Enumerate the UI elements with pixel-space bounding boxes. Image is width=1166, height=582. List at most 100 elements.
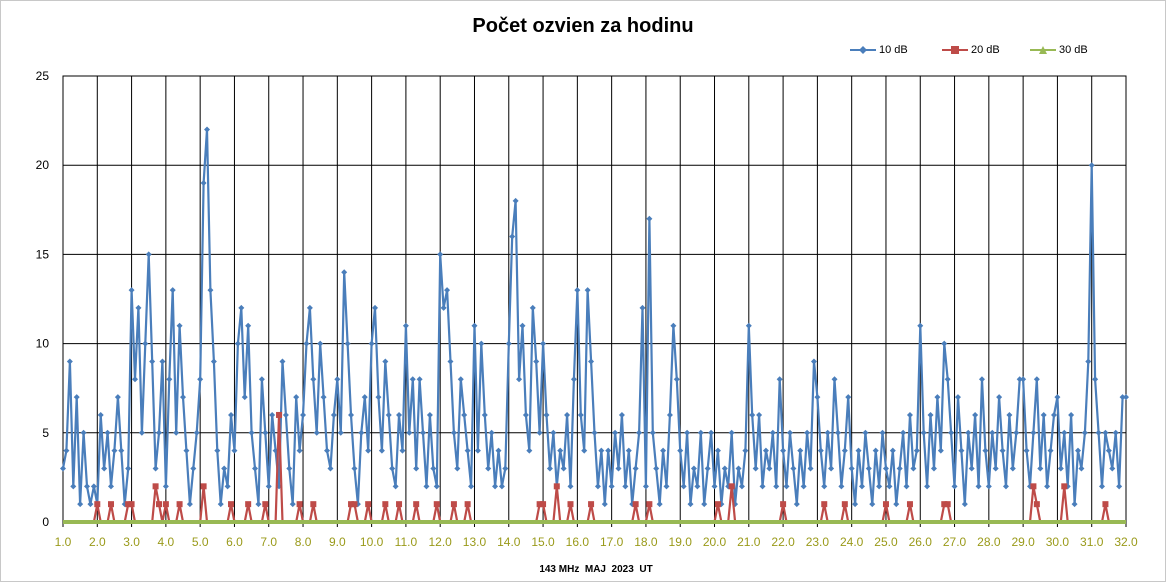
data-point-10db xyxy=(690,465,697,472)
data-point-10db xyxy=(1078,465,1085,472)
data-point-10db xyxy=(560,465,567,472)
x-tick-label: 20.0 xyxy=(703,535,727,549)
data-point-10db xyxy=(978,376,985,383)
x-tick-label: 4.0 xyxy=(158,535,175,549)
data-point-10db xyxy=(262,429,269,436)
data-point-20db xyxy=(351,501,358,508)
data-point-10db xyxy=(972,411,979,418)
data-point-10db xyxy=(286,465,293,472)
data-point-10db xyxy=(84,483,91,490)
data-point-20db xyxy=(882,501,889,508)
data-point-20db xyxy=(262,501,269,508)
data-point-20db xyxy=(365,501,372,508)
data-point-10db xyxy=(368,340,375,347)
data-point-10db xyxy=(1054,394,1061,401)
data-point-10db xyxy=(930,465,937,472)
data-point-10db xyxy=(999,447,1006,454)
data-point-10db xyxy=(1068,411,1075,418)
data-point-20db xyxy=(906,501,913,508)
data-point-20db xyxy=(396,501,403,508)
legend-marker-30db xyxy=(1030,46,1056,54)
data-point-10db xyxy=(1023,447,1030,454)
data-point-20db xyxy=(382,501,389,508)
x-tick-label: 2.0 xyxy=(89,535,106,549)
data-point-10db xyxy=(348,411,355,418)
data-point-10db xyxy=(224,483,231,490)
data-point-10db xyxy=(1092,376,1099,383)
data-point-10db xyxy=(1057,465,1064,472)
x-tick-label: 24.0 xyxy=(840,535,864,549)
data-point-10db xyxy=(142,340,149,347)
data-point-20db xyxy=(125,501,132,508)
data-point-10db xyxy=(876,483,883,490)
data-point-10db xyxy=(790,465,797,472)
data-point-10db xyxy=(989,429,996,436)
data-point-10db xyxy=(862,429,869,436)
data-point-10db xyxy=(306,304,313,311)
data-point-10db xyxy=(639,304,646,311)
data-point-10db xyxy=(1033,376,1040,383)
data-point-10db xyxy=(80,429,87,436)
data-point-10db xyxy=(708,429,715,436)
data-point-10db xyxy=(221,465,228,472)
data-point-10db xyxy=(361,394,368,401)
data-point-10db xyxy=(557,447,564,454)
x-axis-title: 143 MHz MAJ 2023 UT xyxy=(539,564,653,575)
data-point-10db xyxy=(577,411,584,418)
x-tick-label: 29.0 xyxy=(1011,535,1035,549)
data-point-10db xyxy=(217,501,224,508)
data-point-10db xyxy=(73,394,80,401)
data-point-10db xyxy=(238,304,245,311)
data-point-10db xyxy=(852,501,859,508)
data-point-10db xyxy=(766,465,773,472)
data-point-10db xyxy=(783,483,790,490)
data-point-10db xyxy=(337,429,344,436)
data-point-10db xyxy=(694,483,701,490)
data-point-10db xyxy=(735,465,742,472)
data-point-10db xyxy=(701,501,708,508)
data-point-10db xyxy=(1074,447,1081,454)
data-point-10db xyxy=(447,358,454,365)
data-point-10db xyxy=(625,447,632,454)
data-point-20db xyxy=(464,501,471,508)
data-point-10db xyxy=(334,376,341,383)
data-point-10db xyxy=(190,465,197,472)
data-point-10db xyxy=(536,429,543,436)
data-point-10db xyxy=(663,483,670,490)
data-point-10db xyxy=(618,411,625,418)
x-tick-label: 12.0 xyxy=(429,535,453,549)
data-point-10db xyxy=(677,447,684,454)
data-point-10db xyxy=(958,447,965,454)
data-point-20db xyxy=(296,501,303,508)
data-point-10db xyxy=(824,429,831,436)
data-point-10db xyxy=(461,411,468,418)
data-point-10db xyxy=(756,411,763,418)
data-point-10db xyxy=(108,483,115,490)
data-point-10db xyxy=(937,447,944,454)
data-point-10db xyxy=(879,429,886,436)
data-point-20db xyxy=(553,483,560,490)
data-point-10db xyxy=(210,358,217,365)
data-point-10db xyxy=(656,501,663,508)
data-point-10db xyxy=(512,197,519,204)
data-point-10db xyxy=(1013,429,1020,436)
x-tick-label: 31.0 xyxy=(1080,535,1104,549)
data-point-10db xyxy=(869,501,876,508)
data-point-10db xyxy=(255,501,262,508)
data-point-10db xyxy=(330,411,337,418)
data-point-10db xyxy=(87,501,94,508)
data-point-10db xyxy=(646,215,653,222)
x-tick-label: 9.0 xyxy=(329,535,346,549)
data-point-10db xyxy=(900,429,907,436)
data-point-10db xyxy=(296,447,303,454)
data-point-10db xyxy=(63,447,70,454)
data-point-10db xyxy=(505,340,512,347)
data-point-10db xyxy=(982,447,989,454)
data-point-10db xyxy=(1112,429,1119,436)
data-point-10db xyxy=(169,287,176,294)
data-point-10db xyxy=(540,340,547,347)
data-point-10db xyxy=(135,304,142,311)
data-point-10db xyxy=(951,483,958,490)
data-point-10db xyxy=(759,483,766,490)
